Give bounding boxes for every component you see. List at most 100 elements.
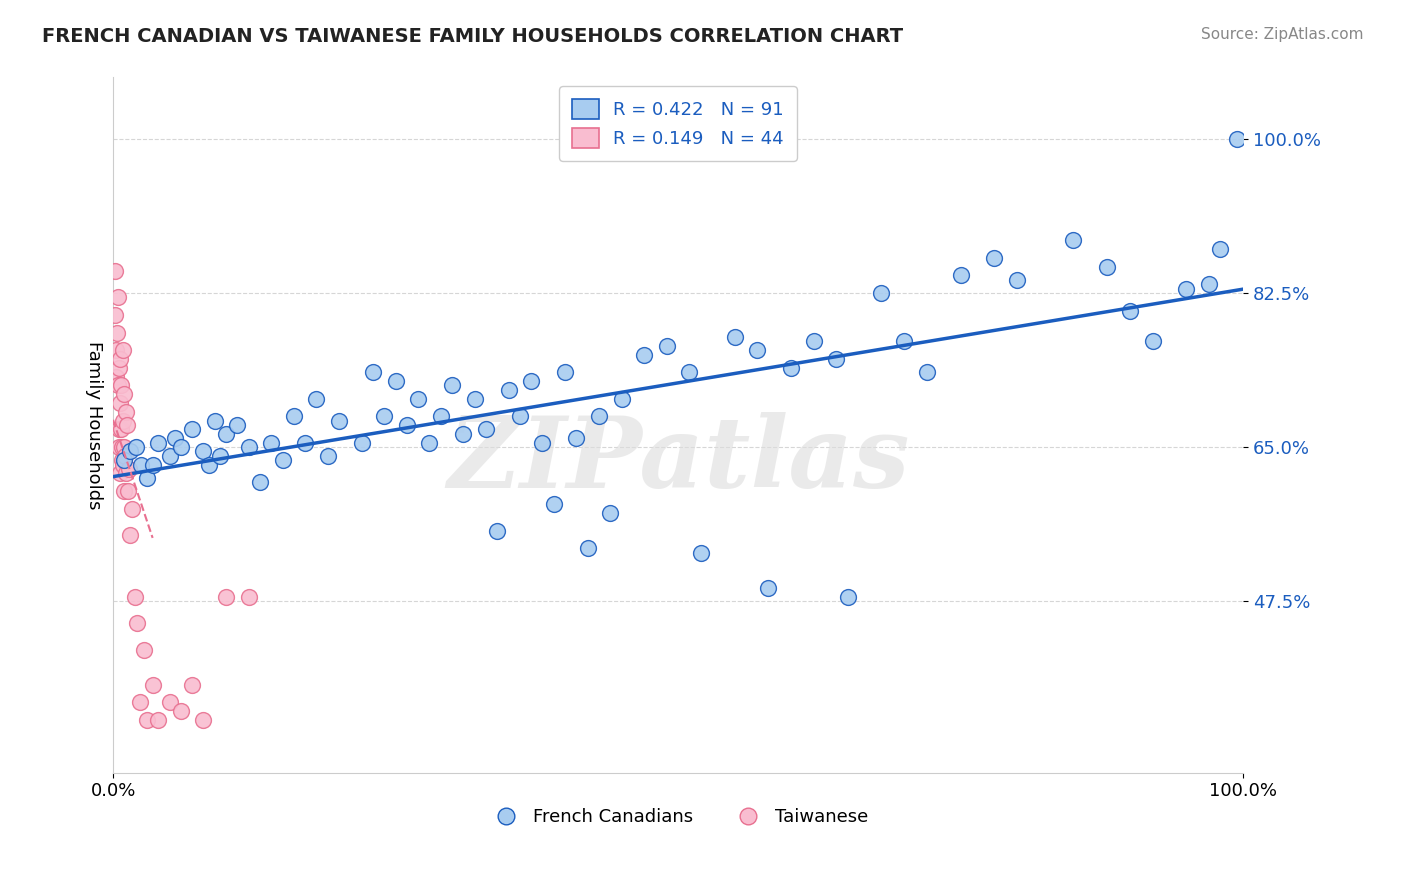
Point xyxy=(204,414,226,428)
Point xyxy=(111,453,134,467)
Point xyxy=(1209,242,1232,256)
Point xyxy=(475,422,498,436)
Point xyxy=(271,453,294,467)
Point xyxy=(983,251,1005,265)
Point xyxy=(107,378,129,392)
Point xyxy=(136,471,159,485)
Point xyxy=(104,308,127,322)
Point xyxy=(453,426,475,441)
Point xyxy=(249,475,271,490)
Point xyxy=(181,678,204,692)
Point xyxy=(689,546,711,560)
Point xyxy=(543,497,565,511)
Point xyxy=(509,409,531,424)
Point xyxy=(112,387,135,401)
Point xyxy=(723,330,745,344)
Point xyxy=(655,339,678,353)
Point xyxy=(114,449,136,463)
Point xyxy=(121,501,143,516)
Y-axis label: Family Households: Family Households xyxy=(86,341,103,509)
Point xyxy=(111,414,134,428)
Point xyxy=(1097,260,1119,274)
Point xyxy=(215,426,238,441)
Point xyxy=(837,590,859,604)
Point xyxy=(780,360,803,375)
Point xyxy=(464,392,486,406)
Point xyxy=(949,268,972,283)
Point xyxy=(193,713,215,727)
Point xyxy=(105,326,128,340)
Text: Source: ZipAtlas.com: Source: ZipAtlas.com xyxy=(1201,27,1364,42)
Point xyxy=(825,352,848,367)
Point xyxy=(104,264,127,278)
Point xyxy=(112,453,135,467)
Point xyxy=(142,678,165,692)
Point xyxy=(576,541,599,556)
Point xyxy=(118,528,141,542)
Point xyxy=(198,458,221,472)
Point xyxy=(870,286,893,301)
Legend: French Canadians, Taiwanese: French Canadians, Taiwanese xyxy=(481,801,875,833)
Point xyxy=(520,374,543,388)
Point xyxy=(108,396,131,410)
Point xyxy=(104,343,127,358)
Point xyxy=(159,449,181,463)
Point xyxy=(260,435,283,450)
Point xyxy=(678,365,700,379)
Point xyxy=(110,378,132,392)
Point xyxy=(181,422,204,436)
Point xyxy=(115,418,138,433)
Point xyxy=(165,431,187,445)
Point xyxy=(114,467,136,481)
Point xyxy=(108,352,131,367)
Point xyxy=(1142,334,1164,349)
Point xyxy=(105,369,128,384)
Point xyxy=(429,409,451,424)
Point xyxy=(115,405,138,419)
Point xyxy=(633,348,655,362)
Point xyxy=(132,642,155,657)
Point xyxy=(170,704,193,718)
Point xyxy=(1198,277,1220,292)
Point xyxy=(129,695,152,709)
Point xyxy=(316,449,339,463)
Point xyxy=(125,616,148,631)
Point xyxy=(441,378,464,392)
Point xyxy=(406,392,429,406)
Point xyxy=(565,431,588,445)
Point xyxy=(148,435,170,450)
Point xyxy=(486,524,509,538)
Point xyxy=(1119,303,1142,318)
Point xyxy=(238,590,260,604)
Point xyxy=(893,334,915,349)
Point xyxy=(294,435,316,450)
Point xyxy=(110,467,132,481)
Point xyxy=(238,440,260,454)
Point xyxy=(110,440,132,454)
Point xyxy=(112,343,135,358)
Point xyxy=(170,440,193,454)
Point xyxy=(112,458,135,472)
Point xyxy=(193,444,215,458)
Point xyxy=(328,414,350,428)
Point xyxy=(373,409,395,424)
Point xyxy=(283,409,305,424)
Point xyxy=(418,435,440,450)
Point xyxy=(112,484,135,499)
Point xyxy=(118,462,141,476)
Point xyxy=(588,409,610,424)
Point xyxy=(215,590,238,604)
Point xyxy=(1175,282,1198,296)
Point xyxy=(107,290,129,304)
Point xyxy=(1005,273,1028,287)
Point xyxy=(118,444,141,458)
Point xyxy=(108,440,131,454)
Point xyxy=(758,581,780,595)
Point xyxy=(305,392,328,406)
Point xyxy=(112,440,135,454)
Point xyxy=(226,418,249,433)
Point xyxy=(131,458,153,472)
Point xyxy=(395,418,418,433)
Point xyxy=(142,458,165,472)
Point xyxy=(350,435,373,450)
